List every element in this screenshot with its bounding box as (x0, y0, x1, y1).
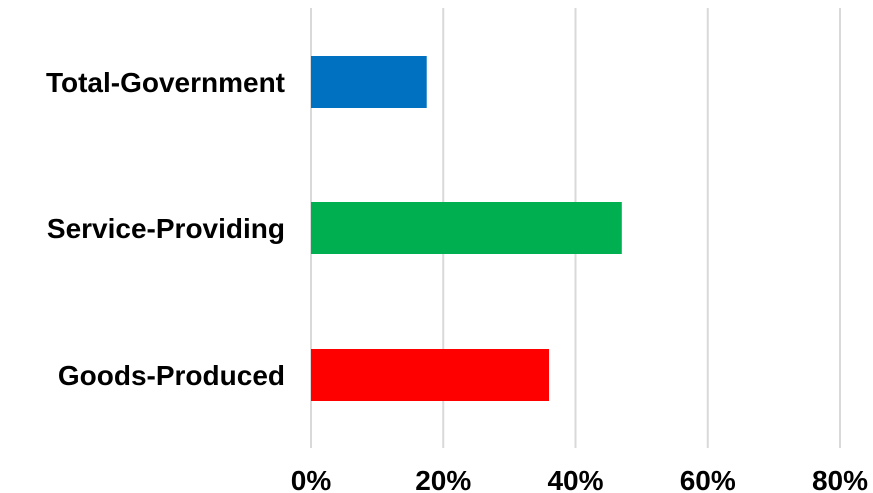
x-tick-label: 20% (415, 465, 471, 493)
x-tick-label: 40% (547, 465, 603, 493)
x-tick-label: 0% (291, 465, 332, 493)
bar-goods-produced (311, 349, 550, 401)
category-label: Goods-Produced (58, 360, 285, 391)
x-tick-label: 80% (812, 465, 868, 493)
bar-total-government (311, 56, 427, 108)
category-axis: Total-Government Service-Providing Goods-P… (46, 67, 285, 391)
value-axis: 0% 20% 40% 60% 80% (291, 465, 868, 493)
bars (311, 56, 622, 401)
bar-service-providing (311, 202, 622, 254)
category-label: Service-Providing (47, 213, 285, 244)
x-tick-label: 60% (680, 465, 736, 493)
category-label: Total-Government (46, 67, 285, 98)
